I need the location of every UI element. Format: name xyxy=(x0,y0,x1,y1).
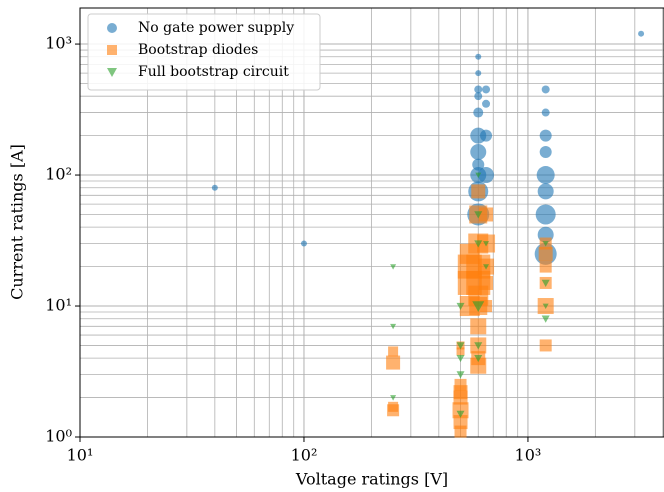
legend-box xyxy=(87,13,321,91)
x-tick-label: 10³ xyxy=(515,446,542,465)
point xyxy=(474,342,483,350)
x-axis-label: Voltage ratings [V] xyxy=(295,470,448,489)
point xyxy=(541,85,550,94)
point xyxy=(456,342,465,350)
point xyxy=(456,410,465,418)
legend-marker xyxy=(107,45,117,55)
point xyxy=(453,390,468,405)
point xyxy=(453,415,468,430)
point xyxy=(211,184,218,191)
point xyxy=(638,30,645,37)
point xyxy=(478,167,495,184)
point xyxy=(300,240,307,247)
point xyxy=(541,279,550,287)
point xyxy=(536,166,555,185)
point xyxy=(541,315,550,323)
y-axis-label: Current ratings [A] xyxy=(8,144,27,300)
point xyxy=(535,204,556,225)
y-tick-label: 10² xyxy=(45,165,72,184)
point xyxy=(542,241,549,247)
legend-label: Full bootstrap circuit xyxy=(138,64,289,80)
point xyxy=(539,339,552,352)
legend-marker xyxy=(107,68,117,77)
point xyxy=(483,241,490,247)
point xyxy=(474,85,483,94)
point xyxy=(475,53,482,60)
point xyxy=(539,260,552,273)
legend-label: No gate power supply xyxy=(138,20,294,36)
point xyxy=(470,143,487,160)
point xyxy=(456,347,465,356)
point xyxy=(480,129,493,142)
point xyxy=(390,264,397,270)
point xyxy=(470,318,487,335)
point xyxy=(390,395,397,401)
point xyxy=(475,172,482,179)
y-tick-label: 10³ xyxy=(45,34,72,53)
point xyxy=(456,354,465,363)
point xyxy=(452,402,469,419)
point xyxy=(474,211,483,219)
legend-marker xyxy=(107,23,117,33)
point xyxy=(470,357,487,374)
point xyxy=(474,354,483,363)
point xyxy=(454,425,467,438)
point xyxy=(479,275,494,290)
point xyxy=(456,371,465,379)
y-tick-label: 10⁰ xyxy=(45,427,72,446)
point xyxy=(541,108,550,117)
point xyxy=(483,264,490,270)
x-tick-label: 10² xyxy=(291,446,318,465)
point xyxy=(386,355,401,370)
point xyxy=(482,99,491,108)
point xyxy=(542,303,549,310)
point xyxy=(539,129,552,142)
point xyxy=(456,302,465,311)
y-tick-label: 10¹ xyxy=(45,296,72,315)
point xyxy=(390,323,397,330)
point xyxy=(473,107,484,118)
point xyxy=(471,184,486,199)
legend-label: Bootstrap diodes xyxy=(138,42,258,58)
x-tick-label: 10¹ xyxy=(67,446,94,465)
point xyxy=(482,85,491,94)
point xyxy=(388,346,399,357)
point xyxy=(539,145,552,158)
plot-frame xyxy=(79,7,664,438)
point xyxy=(538,246,553,261)
point xyxy=(474,92,483,101)
point xyxy=(387,404,400,417)
point xyxy=(479,207,494,222)
point xyxy=(474,240,483,248)
point xyxy=(472,301,485,313)
point xyxy=(475,70,482,77)
point xyxy=(537,183,554,200)
